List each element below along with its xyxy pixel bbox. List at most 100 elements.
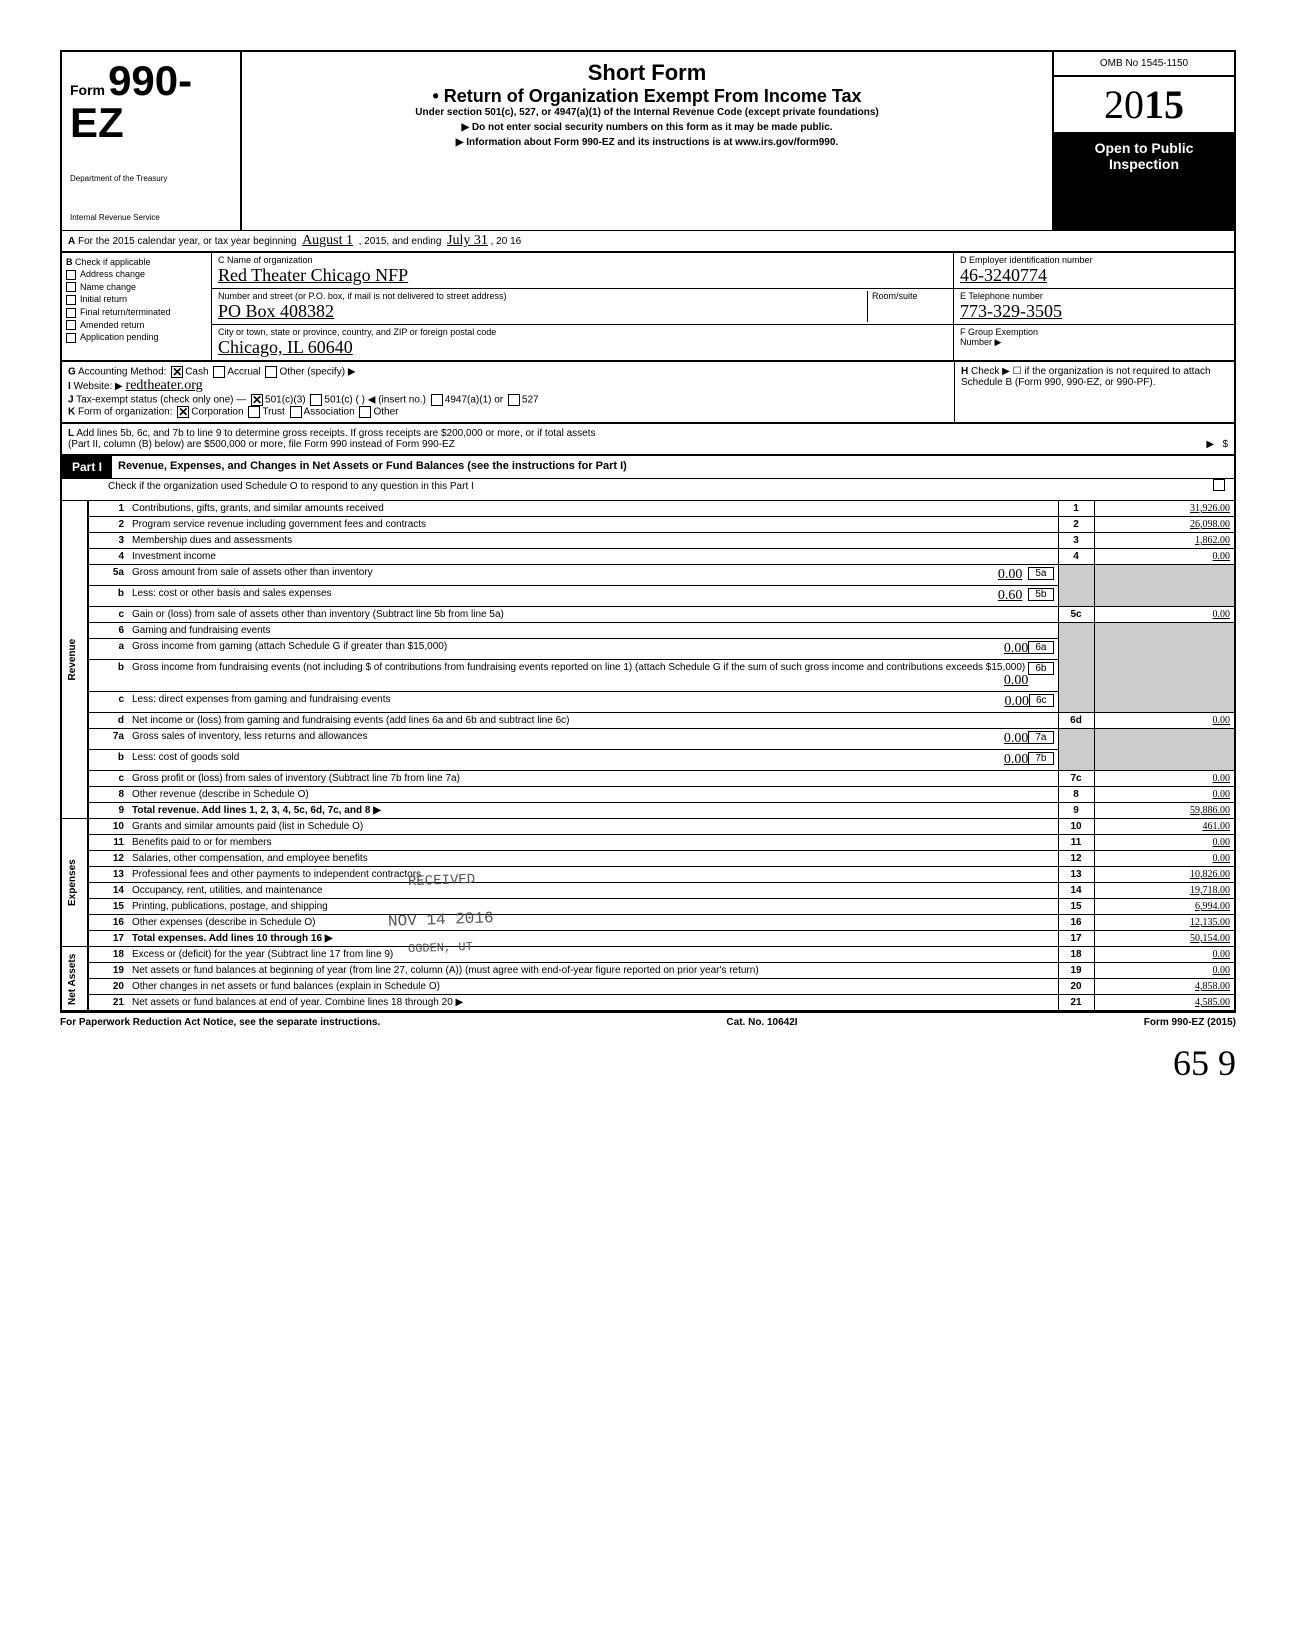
row-a-text: For the 2015 calendar year, or tax year … [78,236,296,247]
ein: 46-3240774 [960,265,1047,285]
cb-trust[interactable] [248,406,260,418]
j-text: Tax-exempt status (check only one) — [76,395,246,406]
stamp-date: NOV 14 2016 [388,909,494,931]
val-3: 1,862.00 [1094,533,1234,549]
right-box: OMB No 1545-1150 2015 Open to Public Ins… [1054,52,1234,230]
c-name-label: C Name of organization [218,255,313,265]
short-form-title: Short Form [250,60,1044,86]
part-i-title: Revenue, Expenses, and Changes in Net As… [112,456,1234,478]
schedule-o-check: Check if the organization used Schedule … [62,479,1234,501]
part-i-table: Revenue 1 Contributions, gifts, grants, … [62,501,1234,1011]
dept-treasury: Department of the Treasury [70,174,232,183]
f-label: F Group Exemption [960,327,1038,337]
begin-date: August 1 [302,233,353,249]
sidebar-revenue: Revenue [62,501,88,819]
cb-schedule-o[interactable] [1213,479,1225,491]
e-label: E Telephone number [960,291,1043,301]
section-bcd: B Check if applicable Address change Nam… [60,253,1236,362]
year-prefix: 20 [1104,82,1144,127]
val-1: 31,926.00 [1094,501,1234,517]
col-b: B Check if applicable Address change Nam… [62,253,212,360]
h-text: Check ▶ ☐ if the organization is not req… [961,366,1211,388]
val-7c: 0.00 [1094,771,1234,787]
val-9: 59,886.00 [1094,803,1234,819]
val-16: 12,135.00 [1094,915,1234,931]
signature-marks: 65 9 [60,1042,1236,1084]
part-i-header: Part I Revenue, Expenses, and Changes in… [62,456,1234,479]
l-line2: (Part II, column (B) below) are $500,000… [68,439,455,450]
cb-accrual[interactable] [213,366,225,378]
year-suffix: 15 [1144,82,1184,127]
val-15: 6,994.00 [1094,899,1234,915]
footer-left: For Paperwork Reduction Act Notice, see … [60,1017,380,1028]
cb-501c3[interactable] [251,394,263,406]
val-4: 0.00 [1094,549,1234,565]
label-j: J [68,395,74,406]
l-dollar: $ [1222,439,1228,450]
l-line1: Add lines 5b, 6c, and 7b to line 9 to de… [76,428,595,439]
dept-irs: Internal Revenue Service [70,213,232,222]
org-address: PO Box 408382 [218,301,334,321]
ghijk-left: G Accounting Method: Cash Accrual Other … [62,362,954,422]
tax-year: 2015 [1054,77,1234,134]
cb-address-change[interactable]: Address change [66,269,207,280]
val-13: 10,826.00 [1094,867,1234,883]
end-month: July 31 [447,233,488,249]
warning: ▶ Do not enter social security numbers o… [250,122,1044,133]
cb-final-return[interactable]: Final return/terminated [66,307,207,318]
footer-right: Form 990-EZ (2015) [1144,1017,1236,1028]
row-l: L Add lines 5b, 6c, and 7b to line 9 to … [60,424,1236,456]
cb-527[interactable] [508,394,520,406]
cb-other-method[interactable] [265,366,277,378]
val-5c: 0.00 [1094,607,1234,623]
col-de: D Employer identification number 46-3240… [954,253,1234,360]
cb-501c[interactable] [310,394,322,406]
i-text: Website: ▶ [74,381,123,392]
label-a: A [68,236,75,247]
part-i-label: Part I [62,456,112,478]
cb-other-org[interactable] [359,406,371,418]
cb-amended[interactable]: Amended return [66,320,207,331]
footer-mid: Cat. No. 10642I [726,1017,797,1028]
row-a: A For the 2015 calendar year, or tax yea… [60,230,1236,253]
label-l: L [68,428,74,439]
room-suite-label: Room/suite [867,291,947,322]
footer: For Paperwork Reduction Act Notice, see … [60,1013,1236,1032]
label-k: K [68,407,75,418]
info-url: ▶ Information about Form 990-EZ and its … [250,137,1044,148]
sidebar-netassets: Net Assets [62,947,88,1011]
cb-cash[interactable] [171,366,183,378]
stamp-received: RECEIVED [408,872,476,890]
phone: 773-329-3505 [960,301,1062,321]
cb-4947[interactable] [431,394,443,406]
val-12: 0.00 [1094,851,1234,867]
label-b: B [66,257,73,267]
label-i: I [68,381,71,392]
f-label2: Number ▶ [960,337,1001,347]
row-ghijk: G Accounting Method: Cash Accrual Other … [60,362,1236,424]
val-19: 0.00 [1094,963,1234,979]
row-a-mid: , 2015, and ending [359,236,442,247]
org-city: Chicago, IL 60640 [218,337,353,357]
val-2: 26,098.00 [1094,517,1234,533]
bullet: • [432,86,438,106]
l-arrow: ▶ [1206,439,1214,450]
cb-name-change[interactable]: Name change [66,282,207,293]
val-14: 19,718.00 [1094,883,1234,899]
cb-pending[interactable]: Application pending [66,332,207,343]
cb-corp[interactable] [177,406,189,418]
val-10: 461.00 [1094,819,1234,835]
part-i: Part I Revenue, Expenses, and Changes in… [60,456,1236,1013]
val-17: 50,154.00 [1094,931,1234,947]
subtitle: Under section 501(c), 527, or 4947(a)(1)… [250,107,1044,118]
open-public-badge: Open to Public Inspection [1054,134,1234,230]
form-title-area: Short Form • Return of Organization Exem… [242,52,1054,230]
cb-assoc[interactable] [290,406,302,418]
c-addr-label: Number and street (or P.O. box, if mail … [218,291,506,301]
form-number-box: Form 990-EZ Department of the Treasury I… [62,52,242,230]
col-c: C Name of organization Red Theater Chica… [212,253,954,360]
cb-initial-return[interactable]: Initial return [66,294,207,305]
form-header: Form 990-EZ Department of the Treasury I… [60,50,1236,230]
ghijk-right: H Check ▶ ☐ if the organization is not r… [954,362,1234,422]
g-text: Accounting Method: [78,367,166,378]
